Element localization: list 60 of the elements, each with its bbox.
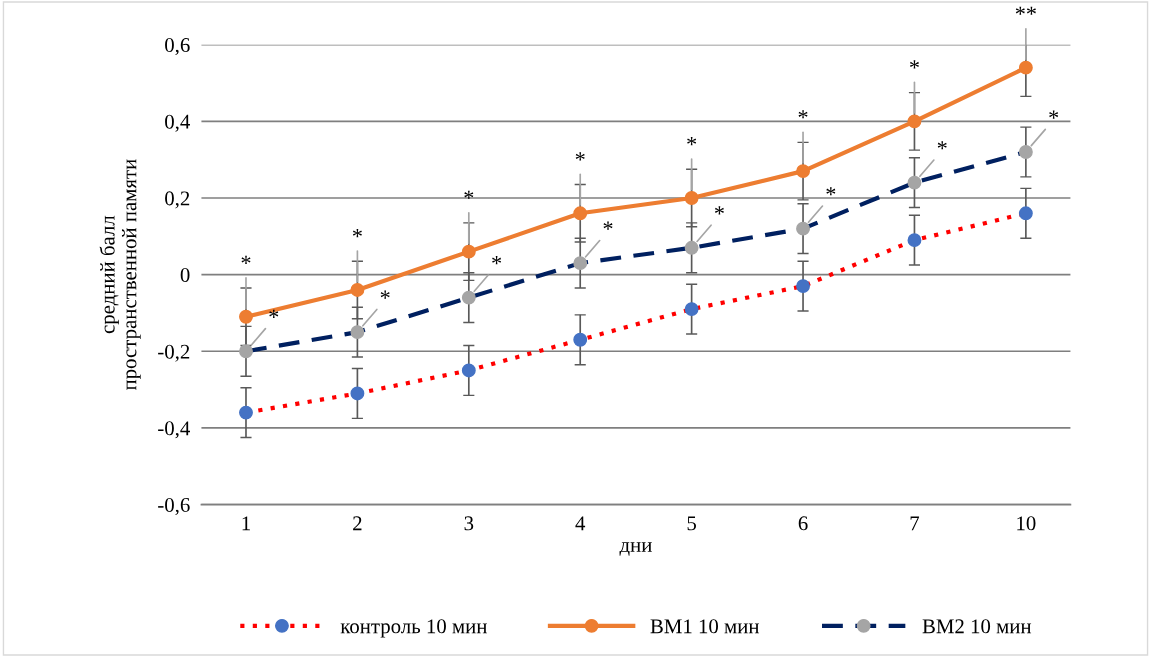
annotation: * [575, 152, 585, 161]
x-tick-label: 4 [575, 516, 586, 531]
y-tick-label: 0,6 [165, 38, 190, 56]
point [684, 302, 699, 317]
annotation: * [826, 187, 836, 196]
x-tick-label: 3 [464, 516, 474, 531]
annotation: * [1049, 110, 1059, 119]
point [907, 175, 922, 190]
y-tick-label: 0,4 [165, 114, 190, 132]
x-axis-title: дни [619, 542, 652, 556]
annotation: * [909, 60, 919, 69]
point [796, 279, 810, 294]
point [239, 405, 253, 420]
annotation: * [687, 137, 697, 146]
annotation: * [464, 190, 474, 199]
legend-label: контроль 10 мин [340, 619, 487, 638]
y-tick-label: 0 [180, 268, 190, 283]
point [684, 191, 699, 205]
point [461, 244, 476, 259]
legend-label: ВМ1 10 мин [650, 619, 760, 634]
point [1018, 60, 1033, 75]
point [239, 309, 253, 324]
point [1018, 145, 1033, 159]
point [907, 233, 922, 248]
annotation: * [352, 229, 362, 238]
y-axis-title: средний балл пространственной памяти [99, 159, 141, 391]
annotation: * [798, 110, 808, 119]
point [350, 325, 365, 340]
annotation: * [241, 255, 251, 264]
point [573, 256, 588, 271]
annotation: ** [1015, 6, 1036, 15]
x-tick-label: 1 [242, 516, 250, 531]
point [907, 114, 922, 129]
point [684, 240, 699, 255]
point [1018, 206, 1033, 221]
x-tick-label: 2 [353, 516, 362, 531]
y-tick-label: -0,6 [158, 497, 190, 516]
point [350, 386, 365, 401]
point [239, 344, 253, 359]
x-tick-label: 6 [798, 516, 808, 531]
point [796, 221, 810, 236]
point [461, 290, 476, 305]
annotation: * [380, 290, 390, 299]
annotation: * [714, 206, 724, 215]
point [573, 206, 588, 221]
y-tick-label: 0,2 [165, 191, 190, 209]
x-tick-label: 5 [687, 516, 697, 531]
x-tick-label: 10 [1017, 516, 1036, 531]
legend-label: ВМ2 10 мин [922, 619, 1032, 634]
annotation: * [937, 141, 947, 150]
x-tick-label: 7 [910, 516, 920, 531]
point [461, 363, 476, 378]
point [573, 332, 588, 347]
annotation: * [492, 256, 502, 265]
y-tick-label: -0,2 [158, 344, 190, 362]
annotation: * [603, 221, 613, 230]
point [796, 164, 810, 179]
y-tick-label: -0,4 [158, 421, 190, 439]
annotation: * [269, 309, 279, 318]
point [350, 283, 365, 297]
